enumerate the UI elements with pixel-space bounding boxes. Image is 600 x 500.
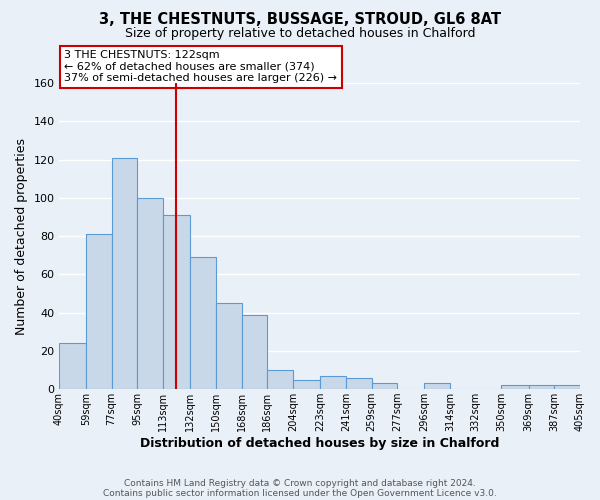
Bar xyxy=(320,376,346,389)
Text: 3 THE CHESTNUTS: 122sqm
← 62% of detached houses are smaller (374)
37% of semi-d: 3 THE CHESTNUTS: 122sqm ← 62% of detache… xyxy=(64,50,337,83)
Bar xyxy=(268,370,293,389)
Bar xyxy=(346,378,371,389)
Bar xyxy=(86,234,112,389)
Bar xyxy=(216,303,242,389)
Bar xyxy=(112,158,137,389)
Bar xyxy=(59,344,86,389)
Text: Contains HM Land Registry data © Crown copyright and database right 2024.: Contains HM Land Registry data © Crown c… xyxy=(124,478,476,488)
Bar xyxy=(190,257,216,389)
Bar xyxy=(502,386,529,389)
Bar xyxy=(371,384,397,389)
Y-axis label: Number of detached properties: Number of detached properties xyxy=(15,138,28,334)
X-axis label: Distribution of detached houses by size in Chalford: Distribution of detached houses by size … xyxy=(140,437,499,450)
Bar xyxy=(137,198,163,389)
Bar xyxy=(554,386,580,389)
Bar xyxy=(293,380,320,389)
Text: Size of property relative to detached houses in Chalford: Size of property relative to detached ho… xyxy=(125,28,475,40)
Text: 3, THE CHESTNUTS, BUSSAGE, STROUD, GL6 8AT: 3, THE CHESTNUTS, BUSSAGE, STROUD, GL6 8… xyxy=(99,12,501,28)
Bar xyxy=(424,384,450,389)
Text: Contains public sector information licensed under the Open Government Licence v3: Contains public sector information licen… xyxy=(103,488,497,498)
Bar xyxy=(163,215,190,389)
Bar xyxy=(529,386,554,389)
Bar xyxy=(242,314,268,389)
